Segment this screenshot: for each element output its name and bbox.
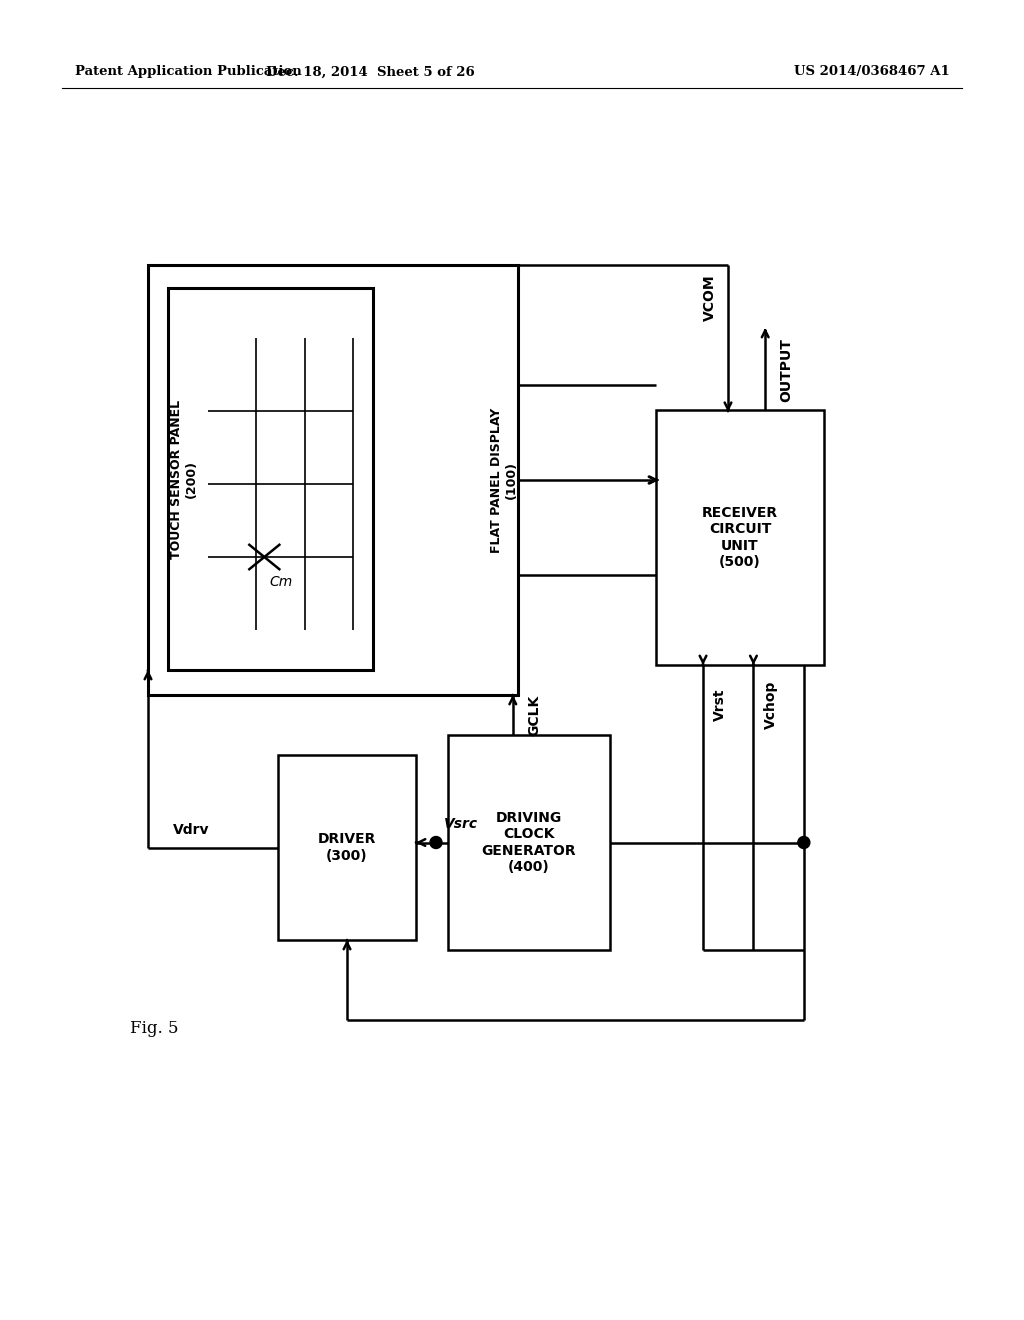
- Circle shape: [798, 837, 810, 849]
- Text: DRIVER
(300): DRIVER (300): [317, 833, 376, 862]
- Bar: [148, 265, 518, 696]
- Text: Vchop: Vchop: [764, 681, 777, 729]
- Text: VCOM: VCOM: [703, 275, 717, 321]
- Circle shape: [430, 837, 442, 849]
- Text: Vsrc: Vsrc: [444, 817, 478, 830]
- Text: Patent Application Publication: Patent Application Publication: [75, 66, 302, 78]
- Text: RECEIVER
CIRCUIT
UNIT
(500): RECEIVER CIRCUIT UNIT (500): [701, 506, 778, 569]
- Bar: [656, 411, 824, 665]
- Bar: [278, 755, 416, 940]
- Bar: [168, 288, 373, 671]
- Bar: [449, 735, 610, 950]
- Text: GCLK: GCLK: [526, 694, 541, 735]
- Text: DRIVING
CLOCK
GENERATOR
(400): DRIVING CLOCK GENERATOR (400): [481, 812, 577, 874]
- Text: Vrst: Vrst: [713, 689, 727, 721]
- Text: Fig. 5: Fig. 5: [130, 1020, 178, 1038]
- Text: FLAT PANEL DISPLAY
(100): FLAT PANEL DISPLAY (100): [490, 408, 518, 553]
- Text: TOUCH SENSOR PANEL
(200): TOUCH SENSOR PANEL (200): [170, 400, 198, 558]
- Text: Cm: Cm: [269, 576, 293, 589]
- Text: OUTPUT: OUTPUT: [779, 338, 794, 401]
- Text: US 2014/0368467 A1: US 2014/0368467 A1: [795, 66, 950, 78]
- Text: Dec. 18, 2014  Sheet 5 of 26: Dec. 18, 2014 Sheet 5 of 26: [265, 66, 474, 78]
- Text: Vdrv: Vdrv: [173, 824, 210, 837]
